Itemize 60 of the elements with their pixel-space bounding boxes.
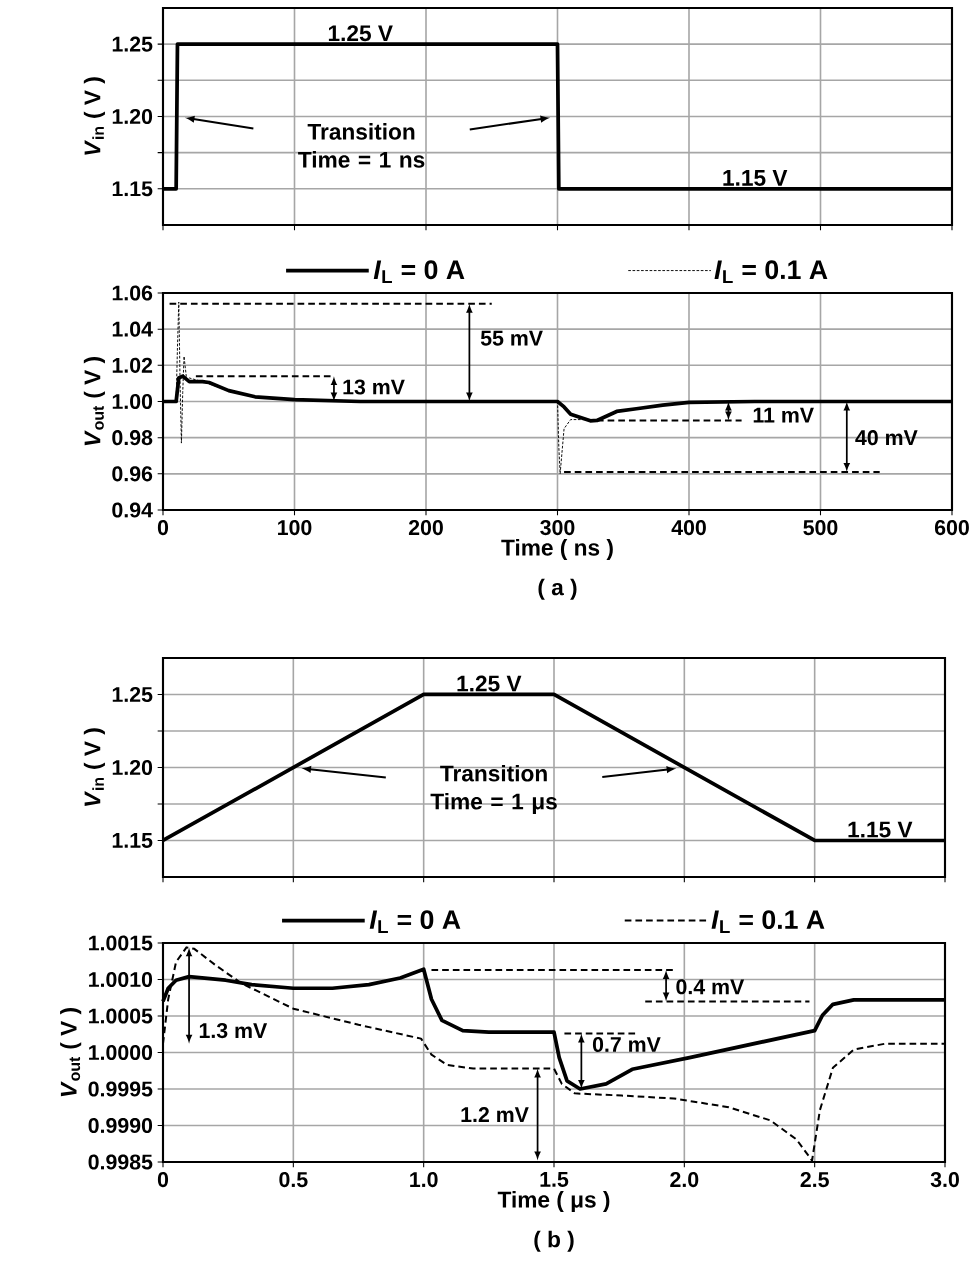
text: ( a )	[538, 578, 577, 600]
y-tick-label: 1.20	[112, 108, 153, 125]
annotation: 1.15 V	[848, 821, 913, 838]
y-tick-label: 0.9985	[88, 1154, 153, 1170]
annotation: 1.3 mV	[199, 1023, 268, 1039]
y-tick-label: 0.94	[112, 502, 153, 518]
x-tick-label: 1.5	[540, 1172, 569, 1187]
x-tick-label: 500	[803, 520, 838, 536]
y-tick-label: 1.0010	[89, 971, 153, 988]
x-tick-label: 1.0	[410, 1172, 438, 1188]
annotation: 11 mV	[753, 407, 814, 423]
y-tick-label: 1.25	[112, 36, 153, 52]
y-tick-label: 1.0005	[89, 1008, 153, 1024]
annotation: 1.25 V	[328, 25, 393, 42]
legend-label: I$_{L}$ = 0 A	[369, 910, 461, 933]
x-tick-label: 2.5	[800, 1172, 829, 1188]
annotation: 55 mV	[480, 330, 543, 346]
x-axis-title: Time ( ns )	[501, 539, 613, 561]
y-axis-title: V$_{in}$ ( V )	[83, 728, 105, 806]
annotation: 1.25 V	[457, 675, 522, 692]
legend-label: I$_{L}$ = 0.1 A	[714, 260, 828, 284]
x-tick-label: 0	[157, 520, 169, 536]
annotation: 0.7 mV	[592, 1036, 661, 1053]
x-tick-label: 2.0	[670, 1172, 699, 1188]
x-tick-label: 3.0	[930, 1172, 959, 1188]
x-tick-label: 0	[157, 1172, 169, 1188]
y-tick-label: 1.04	[112, 321, 153, 337]
y-tick-label: 0.9995	[88, 1081, 153, 1097]
text: ( b )	[534, 1230, 574, 1252]
legend-label: I$_{L}$ = 0 A	[373, 260, 465, 284]
y-tick-label: 1.15	[112, 181, 153, 197]
annotation: 13 mV	[343, 379, 405, 395]
x-tick-label: 0.5	[279, 1172, 308, 1188]
y-tick-label: 0.96	[112, 466, 153, 482]
x-tick-label: 400	[671, 520, 706, 536]
y-tick-label: 1.06	[112, 285, 153, 301]
legend-label: I$_{L}$ = 0.1 A	[711, 910, 825, 933]
x-tick-label: 600	[934, 520, 969, 536]
y-tick-label: 1.00	[112, 393, 153, 410]
annotation: Transition Time = 1 ns	[298, 123, 425, 168]
y-tick-label: 1.15	[112, 833, 153, 848]
y-tick-label: 1.20	[112, 759, 153, 776]
y-axis-title: V$_{out}$ ( V )	[83, 357, 105, 446]
y-axis-title: V$_{in}$ ( V )	[83, 77, 105, 155]
y-tick-label: 0.9990	[88, 1117, 153, 1134]
x-tick-label: 200	[408, 520, 443, 536]
annotation: 0.4 mV	[676, 979, 745, 995]
annotation: Transition Time = 1 μs	[430, 764, 557, 814]
y-axis-title: V$_{out}$ ( V )	[60, 1008, 82, 1097]
x-tick-label: 100	[278, 520, 312, 536]
y-tick-label: 1.25	[112, 686, 153, 703]
y-tick-label: 1.0000	[89, 1044, 153, 1061]
y-tick-label: 1.02	[112, 357, 153, 373]
annotation: 1.2 mV	[461, 1107, 529, 1122]
y-tick-label: 0.98	[112, 430, 153, 446]
annotation: 40 mV	[855, 430, 918, 446]
y-tick-label: 1.0015	[89, 935, 153, 951]
x-axis-title: Time ( μs )	[497, 1191, 610, 1213]
annotation: 1.15 V	[723, 170, 788, 186]
x-tick-label: 300	[540, 520, 575, 536]
